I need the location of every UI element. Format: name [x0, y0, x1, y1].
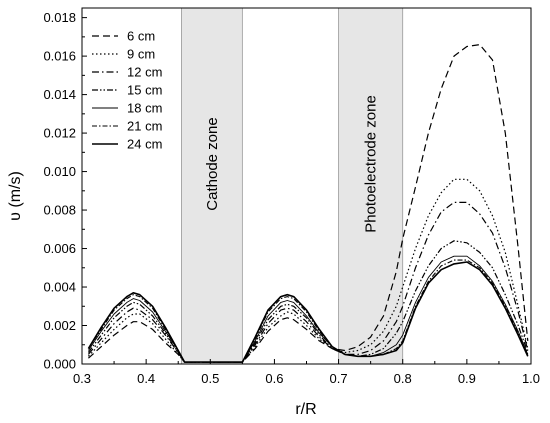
series-line-2 [87, 178, 529, 363]
legend-label-3: 12 cm [127, 65, 162, 80]
series-line-1 [87, 44, 529, 363]
series-line-5 [88, 255, 529, 363]
x-axis-title: r/R [295, 401, 316, 418]
y-tick-label: 0.014 [43, 87, 76, 102]
x-tick-label: 0.4 [137, 371, 155, 386]
x-tick-label: 0.6 [265, 371, 283, 386]
x-tick-label: 0.3 [73, 371, 91, 386]
zones-layer: Cathode zone Photoelectrode zone [181, 7, 404, 365]
legend-label-2: 9 cm [127, 47, 155, 62]
y-tick-label: 0.012 [43, 126, 76, 141]
y-tick-label: 0.010 [43, 164, 76, 179]
legend-label-6: 21 cm [127, 119, 162, 134]
legend-label-7: 24 cm [127, 137, 162, 152]
x-tick-label: 1.0 [522, 371, 540, 386]
legend-label-1: 6 cm [127, 29, 155, 44]
zone-band-2 [338, 7, 404, 365]
y-tick-label: 0.016 [43, 49, 76, 64]
y-tick-label: 0.000 [43, 357, 76, 372]
legend-label-4: 15 cm [127, 83, 162, 98]
zone-label-2: Photoelectrode zone [363, 95, 380, 233]
series-line-7 [87, 261, 529, 363]
series-line-3 [87, 201, 529, 363]
y-tick-label: 0.004 [43, 280, 76, 295]
y-tick-label: 0.006 [43, 241, 76, 256]
y-tick-label: 0.018 [43, 10, 76, 25]
legend: 6 cm 9 cm 12 cm 15 cm 18 cm 21 cm 24 cm [92, 29, 162, 152]
zone-label-1: Cathode zone [204, 117, 221, 210]
x-tick-label: 0.5 [201, 371, 219, 386]
y-tick-label: 0.002 [43, 318, 76, 333]
legend-label-5: 18 cm [127, 101, 162, 116]
y-axis-title: υ (m/s) [7, 171, 24, 221]
x-tick-label: 0.7 [330, 371, 348, 386]
x-tick-label: 0.8 [394, 371, 412, 386]
x-tick-label: 0.9 [458, 371, 476, 386]
axes-layer: 0.3 0.4 0.5 0.6 0.7 0.8 0.9 1.0 0.000 0.002 0.004 0… [43, 7, 540, 386]
zone-band-1 [181, 7, 243, 365]
y-tick-label: 0.008 [43, 203, 76, 218]
series-layer [87, 44, 529, 363]
series-line-6 [87, 259, 529, 363]
series-line-4 [87, 240, 529, 363]
